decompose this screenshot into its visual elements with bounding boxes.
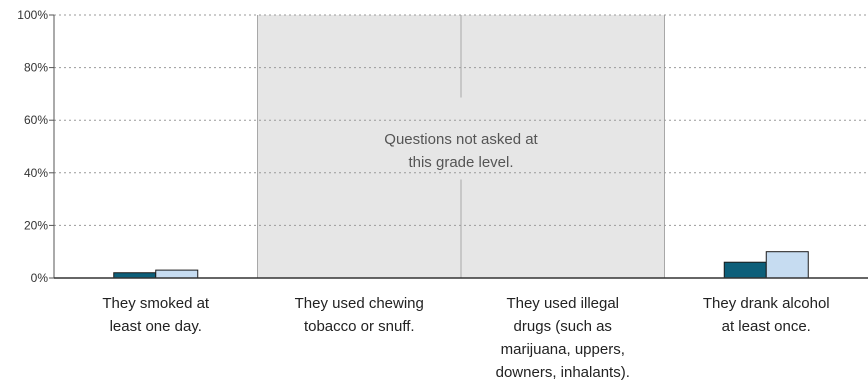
not-asked-region xyxy=(257,15,665,278)
not-asked-text: Questions not asked at xyxy=(384,131,538,148)
not-asked-text: this grade level. xyxy=(408,154,513,171)
y-tick-label: 100% xyxy=(17,8,48,22)
y-tick-label: 40% xyxy=(24,166,48,180)
x-tick-label: least one day. xyxy=(110,318,202,335)
y-tick-label: 80% xyxy=(24,61,48,75)
bar xyxy=(155,269,199,279)
x-tick-label: They used chewing xyxy=(295,295,424,312)
x-tick-label: marijuana, uppers, xyxy=(501,341,625,358)
bar xyxy=(113,272,157,279)
bar xyxy=(765,251,809,279)
axes xyxy=(49,14,868,279)
x-tick-label: at least once. xyxy=(722,318,811,335)
gridlines xyxy=(54,14,868,226)
bar xyxy=(723,261,767,279)
x-tick-label: drugs (such as xyxy=(514,318,612,335)
bars xyxy=(113,251,809,279)
x-tick-label: downers, inhalants). xyxy=(496,364,630,381)
x-tick-label: They used illegal xyxy=(506,295,619,312)
y-tick-label: 0% xyxy=(31,271,49,285)
x-tick-label: tobacco or snuff. xyxy=(304,318,415,335)
x-tick-label: They smoked at xyxy=(102,295,210,312)
y-tick-label: 20% xyxy=(24,218,48,232)
y-tick-label: 60% xyxy=(24,113,48,127)
labels: 0% 20% 40% 60% 80% 100% Questions not asked at… xyxy=(17,8,829,381)
x-tick-label: They drank alcohol xyxy=(703,295,830,312)
